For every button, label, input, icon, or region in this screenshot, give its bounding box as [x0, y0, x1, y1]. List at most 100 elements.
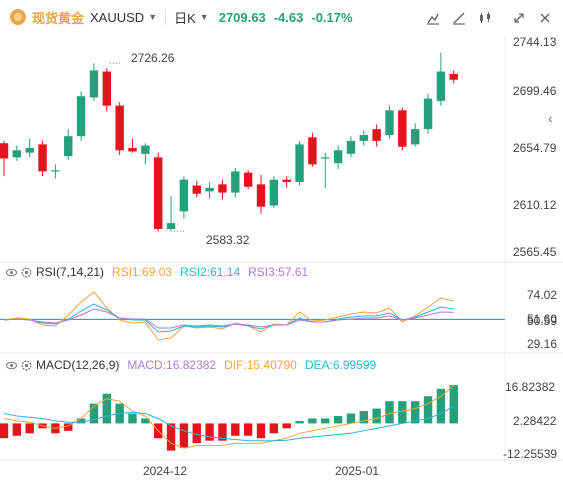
- candle-body: [154, 157, 163, 230]
- draw-icon[interactable]: [449, 8, 469, 28]
- macd-bar: [25, 423, 34, 434]
- divider: [165, 9, 167, 25]
- macd-bar: [243, 423, 253, 436]
- rsi3-line: [3, 308, 454, 329]
- compare-icon[interactable]: [475, 8, 495, 28]
- candle-body: [385, 110, 394, 136]
- low-price-label: 2583.32: [206, 233, 250, 247]
- toolbar: [423, 8, 555, 28]
- close-icon[interactable]: [535, 8, 555, 28]
- candle-body: [38, 144, 47, 172]
- macd-bar: [282, 423, 291, 429]
- candle-body: [89, 70, 99, 98]
- candle-body: [295, 144, 304, 183]
- chevron-down-icon[interactable]: ▼: [148, 12, 158, 22]
- macd-bar: [411, 401, 420, 424]
- candle-body: [25, 147, 34, 153]
- indicator-icon[interactable]: [423, 8, 443, 28]
- period-selector[interactable]: 日K: [174, 10, 196, 26]
- candle-body: [0, 143, 9, 159]
- macd-bar: [436, 388, 446, 424]
- chevron-left-icon[interactable]: ‹: [548, 110, 553, 126]
- date-axis-tick: 2025-01: [335, 464, 380, 478]
- macd-bar: [76, 418, 86, 424]
- macd-bar: [398, 401, 407, 424]
- last-price: 2709.63: [218, 9, 266, 25]
- macd-bar: [231, 423, 240, 436]
- dea-line: [3, 405, 455, 442]
- rsi-name: RSI(7,14,21): [36, 265, 105, 279]
- eye-icon[interactable]: [6, 267, 17, 278]
- macd-bar: [128, 413, 137, 424]
- price-change-pct: -0.17%: [311, 9, 353, 25]
- macd-bar: [346, 413, 356, 424]
- macd-bar: [64, 423, 73, 431]
- macd-axis-tick: -12.25539: [503, 447, 558, 461]
- price-change: -4.63: [273, 9, 304, 25]
- eye-icon[interactable]: [6, 360, 17, 371]
- macd-bar: [359, 411, 368, 424]
- fullscreen-icon[interactable]: [509, 8, 529, 28]
- dif-value: DIF:15.40790: [224, 358, 297, 372]
- high-price-label: 2726.26: [131, 51, 175, 65]
- macd-bar: [372, 408, 381, 424]
- candle-body: [423, 98, 433, 130]
- candle-body: [51, 170, 60, 172]
- macd-axis-tick: 2.28422: [513, 414, 557, 428]
- candle-body: [115, 105, 124, 151]
- candle-body: [269, 179, 279, 206]
- rsi-axis-tick: 51.60: [527, 312, 558, 326]
- macd-bar: [179, 423, 189, 449]
- price-axis-tick: 2654.79: [513, 141, 557, 155]
- candle-body: [12, 150, 22, 158]
- candle-body: [76, 96, 86, 137]
- macd-axis-tick: 16.82382: [505, 380, 556, 394]
- macd-legend: MACD(12,26,9) MACD:16.82382 DIF:15.40790…: [6, 358, 376, 372]
- settings-icon[interactable]: [21, 267, 32, 278]
- dea-value: DEA:6.99599: [304, 358, 377, 372]
- macd-bar: [89, 403, 99, 424]
- macd-bar: [102, 393, 111, 424]
- macd-bar: [269, 423, 279, 434]
- macd-bar: [166, 423, 176, 451]
- rsi1-value: RSI1:69.03: [112, 265, 173, 279]
- candle-body: [256, 184, 266, 207]
- candle-body: [102, 71, 111, 106]
- candle-body: [192, 185, 201, 194]
- candle-body: [128, 147, 137, 152]
- macd-bar: [0, 423, 9, 439]
- symbol-cn[interactable]: 现货黄金: [32, 10, 85, 26]
- price-axis-tick: 2744.13: [513, 35, 557, 49]
- settings-icon[interactable]: [21, 360, 32, 371]
- price-axis-tick: 2610.12: [513, 198, 557, 212]
- macd-bar: [12, 423, 22, 436]
- price-axis-tick: 2699.46: [513, 84, 557, 98]
- macd-bar: [321, 418, 330, 424]
- candle-body: [166, 223, 176, 230]
- candle-body: [243, 172, 253, 187]
- candle-body: [179, 179, 189, 212]
- candle-body: [359, 135, 368, 141]
- macd-bar: [449, 385, 458, 424]
- rsi-axis-tick: 50.59: [527, 314, 558, 328]
- macd-bar: [333, 416, 343, 424]
- price-axis-tick: 2565.45: [513, 245, 557, 259]
- candle-body: [218, 184, 227, 193]
- candle-body: [411, 129, 420, 145]
- macd-bar: [141, 418, 150, 424]
- rsi2-line: [3, 303, 454, 333]
- candle-body: [398, 110, 407, 147]
- candle-body: [64, 136, 73, 157]
- candle-body: [141, 145, 150, 154]
- dif-line: [3, 385, 455, 449]
- rsi-axis-tick: 29.16: [527, 337, 558, 351]
- date-axis-tick: 2024-12: [143, 464, 188, 478]
- macd-bar: [218, 423, 227, 441]
- candle-body: [231, 171, 240, 193]
- chevron-down-icon[interactable]: ▼: [199, 12, 209, 22]
- header-bar: 现货黄金 XAUUSD ▼ 日K ▼ 2709.63 -4.63 -0.17%: [0, 0, 563, 34]
- candle-body: [333, 150, 343, 164]
- symbol-code[interactable]: XAUUSD: [90, 9, 145, 25]
- macd-name: MACD(12,26,9): [36, 358, 120, 372]
